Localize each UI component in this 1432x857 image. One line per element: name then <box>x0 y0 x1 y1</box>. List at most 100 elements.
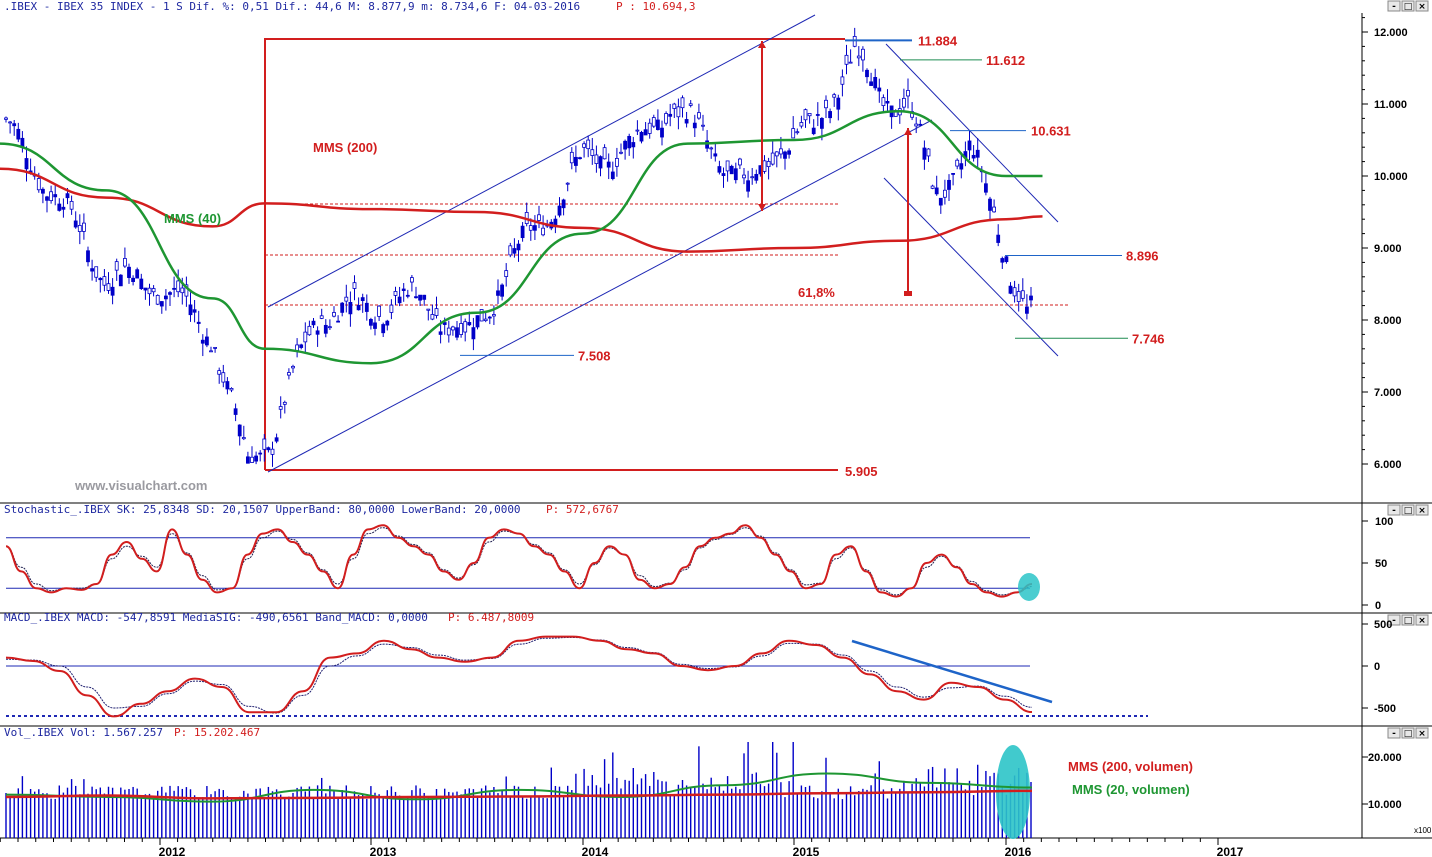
candle-body <box>90 268 94 272</box>
candle-body <box>245 456 250 464</box>
candle-body <box>49 191 53 202</box>
trend-channel-line <box>883 177 1059 357</box>
candle-body <box>385 320 390 326</box>
candle-body <box>483 318 488 322</box>
window-button-glyph: - <box>1392 506 1396 516</box>
candle-body <box>803 109 808 121</box>
candle-body <box>528 225 533 231</box>
measure-arrow-head <box>758 41 766 48</box>
window-button <box>1415 614 1429 626</box>
candle-body <box>709 147 714 150</box>
candle-body <box>733 168 738 181</box>
candle-body <box>975 149 980 158</box>
trend-channel-line <box>267 14 816 308</box>
candle-body <box>360 297 365 301</box>
candle-body <box>250 456 254 463</box>
window-button <box>1401 727 1415 739</box>
candle-body <box>783 151 787 159</box>
candle-body <box>496 290 500 296</box>
candle-body <box>606 161 611 168</box>
window-button-glyph: × <box>1418 616 1426 626</box>
candle-body <box>533 225 537 231</box>
measure-arrow-foot <box>904 291 912 296</box>
candle-body <box>438 331 443 335</box>
candle-body <box>323 324 328 334</box>
candle-body <box>426 308 431 311</box>
candle-body <box>114 261 119 271</box>
candle-body <box>885 101 890 104</box>
candle-body <box>574 156 578 166</box>
candle-body <box>479 309 484 322</box>
year-tick-label: 2012 <box>159 845 186 857</box>
candle-body <box>147 287 152 295</box>
macd-line <box>5 635 1033 718</box>
candle-body <box>967 140 972 151</box>
candle-body <box>303 331 308 343</box>
candle-body <box>697 112 701 119</box>
candle-body <box>996 234 1001 243</box>
candle-body <box>237 424 242 437</box>
candle-body <box>266 447 271 451</box>
candle-body <box>381 324 386 334</box>
candle-body <box>12 123 17 127</box>
candle-body <box>487 316 492 319</box>
candle-body <box>200 339 205 344</box>
candle-body <box>123 258 127 267</box>
candle-body <box>241 437 246 440</box>
stochastic-tick-label: 0 <box>1375 600 1381 612</box>
candle-body <box>463 321 468 333</box>
year-tick-label: 2017 <box>1217 845 1244 857</box>
candle-body <box>762 160 767 172</box>
candle-body <box>930 185 935 189</box>
macd-panel <box>5 635 1148 718</box>
candle-body <box>569 151 574 164</box>
candle-body <box>934 187 939 195</box>
candle-body <box>914 123 919 127</box>
candle-body <box>254 455 259 462</box>
candle-body <box>565 182 570 185</box>
candle-body <box>118 274 123 287</box>
candle-body <box>356 305 361 311</box>
candle-body <box>647 122 652 134</box>
candle-body <box>409 277 414 283</box>
window-button-glyph: □ <box>1404 729 1413 739</box>
vol20-label: MMS (20, volumen) <box>1072 782 1190 797</box>
candle-body <box>906 90 910 97</box>
candle-body <box>656 119 660 131</box>
candle-body <box>582 143 586 148</box>
candle-body <box>65 193 70 199</box>
candle-body <box>282 401 287 405</box>
price-tick-label: 11.000 <box>1374 99 1407 111</box>
candle-body <box>102 276 107 286</box>
candle-body <box>623 140 627 150</box>
candle-body <box>4 117 8 120</box>
measure-arrow-head <box>758 204 766 211</box>
candle-body <box>82 222 86 232</box>
candle-body <box>327 326 332 329</box>
candle-body <box>861 48 865 61</box>
candle-body <box>766 161 771 168</box>
candle-body <box>188 304 193 316</box>
candle-body <box>336 320 341 323</box>
candle-body <box>151 288 156 293</box>
candle-body <box>418 294 423 301</box>
candle-body <box>184 284 189 297</box>
candle-body <box>635 129 640 132</box>
candle-body <box>848 61 853 64</box>
main-header-extra: P : 10.694,3 <box>616 0 695 13</box>
mms200-label: MMS (200) <box>313 140 377 155</box>
candle-body <box>688 103 693 106</box>
candle-body <box>475 315 480 328</box>
candle-body <box>774 151 779 157</box>
stochastic-header-extra: P: 572,6767 <box>546 503 619 516</box>
candle-body <box>639 131 644 142</box>
candle-body <box>73 220 78 228</box>
candle-body <box>1020 290 1025 299</box>
price-tick-label: 9.000 <box>1374 243 1402 255</box>
candle-body <box>738 158 742 166</box>
volume-unit: x100 <box>1414 826 1432 835</box>
window-button <box>1387 614 1401 626</box>
candle-body <box>274 437 279 442</box>
candle-body <box>77 225 82 232</box>
candle-body <box>770 152 775 165</box>
